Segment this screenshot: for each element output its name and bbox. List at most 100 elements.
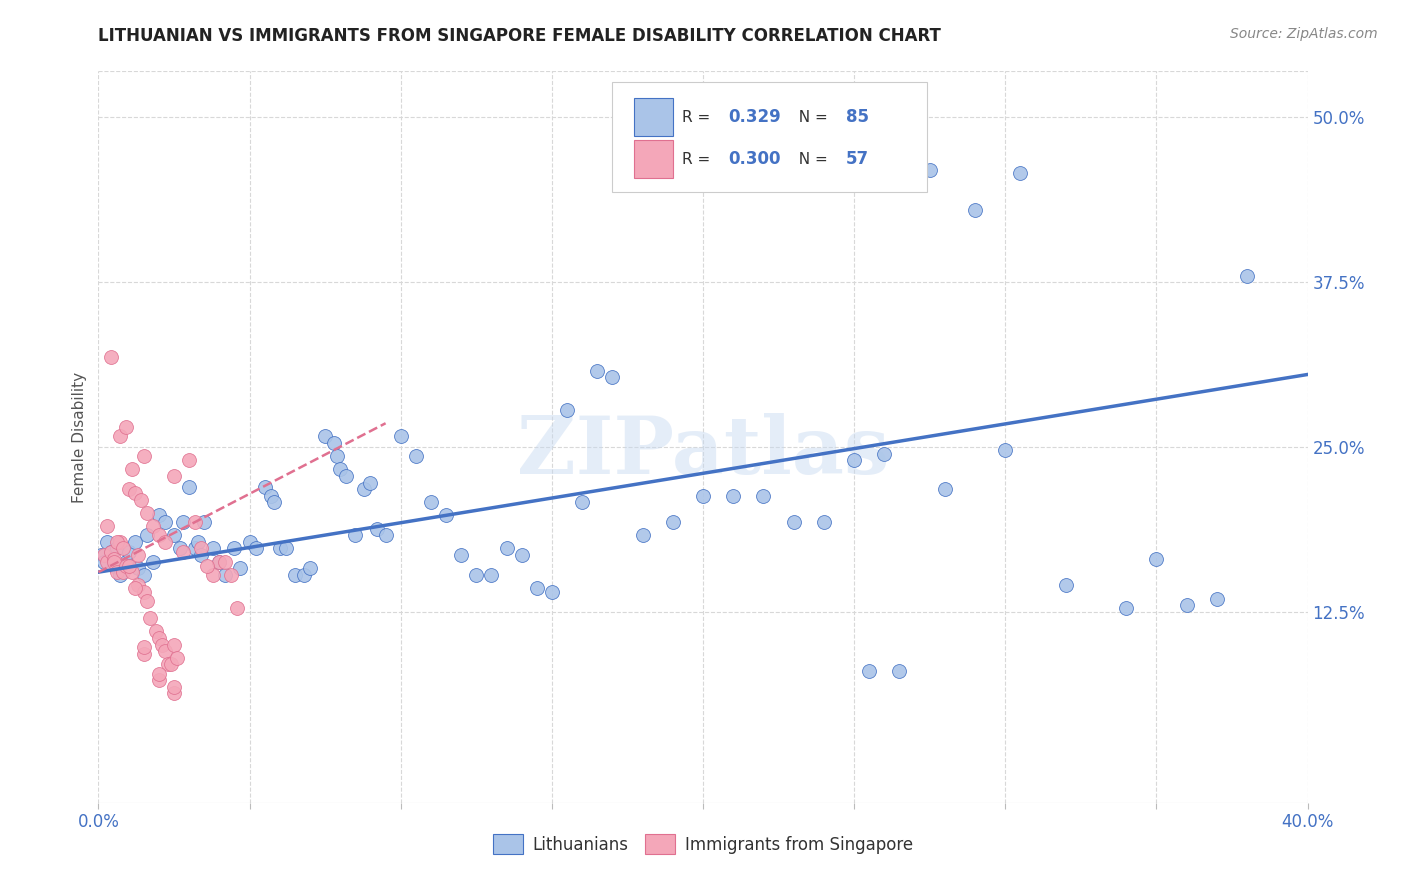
Point [139,611,162,625]
Point [160,657,183,672]
Point [132,585,155,599]
Point [1054,578,1077,592]
Point [96,555,118,569]
Point [156,657,179,672]
Point [224,541,246,556]
Point [148,631,170,645]
Point [326,449,349,463]
Point [135,594,157,608]
Point [571,495,593,509]
Point [858,664,880,678]
Point [145,624,167,639]
Point [148,666,170,681]
Point [1206,591,1229,606]
Point [127,561,149,575]
Point [1010,166,1032,180]
Point [540,585,562,599]
Point [105,541,128,556]
Point [344,528,367,542]
Point [124,581,146,595]
Point [105,565,128,579]
Point [179,479,201,493]
Point [105,534,128,549]
Point [153,644,176,658]
Point [172,515,194,529]
Point [481,567,503,582]
Text: LITHUANIAN VS IMMIGRANTS FROM SINGAPORE FEMALE DISABILITY CORRELATION CHART: LITHUANIAN VS IMMIGRANTS FROM SINGAPORE … [98,27,941,45]
Point [148,673,170,688]
Point [813,515,835,529]
Point [284,567,307,582]
Point [245,541,267,556]
Point [96,534,118,549]
Point [314,429,336,443]
Point [510,548,533,562]
Point [994,442,1017,457]
Point [602,370,624,384]
Point [135,528,157,542]
Point [208,555,231,569]
Point [844,453,866,467]
Point [121,565,143,579]
Text: 0.300: 0.300 [728,150,780,168]
Point [366,522,388,536]
Text: N =: N = [789,152,832,167]
Point [353,482,375,496]
Point [135,506,157,520]
Point [783,515,806,529]
Text: 57: 57 [845,150,869,168]
Point [163,528,186,542]
Point [420,495,443,509]
Point [114,555,136,569]
Point [118,545,141,559]
Point [889,664,911,678]
Point [389,429,412,443]
Point [132,567,155,582]
Point [374,528,396,542]
Point [114,558,136,573]
Point [405,449,427,463]
Point [253,479,276,493]
Text: R =: R = [682,152,716,167]
Text: 0.329: 0.329 [728,109,782,127]
Point [1144,552,1167,566]
Point [103,552,125,566]
Point [96,519,118,533]
Point [187,534,209,549]
Point [153,515,176,529]
Point [93,555,115,569]
Point [323,436,346,450]
Point [190,541,212,556]
Point [118,558,141,573]
Point [124,534,146,549]
Point [229,561,252,575]
Point [299,561,322,575]
Point [335,469,357,483]
Point [918,163,941,178]
Point [103,555,125,569]
Point [214,567,236,582]
Point [163,686,186,700]
Point [132,640,155,655]
Point [631,528,654,542]
Point [692,489,714,503]
Point [450,548,472,562]
Point [723,489,745,503]
FancyBboxPatch shape [613,82,927,192]
Point [202,567,225,582]
Point [190,548,212,562]
Point [169,541,191,556]
FancyBboxPatch shape [634,98,672,136]
Point [1115,600,1137,615]
Point [214,555,236,569]
Point [239,534,262,549]
Point [129,492,152,507]
Point [526,581,548,595]
Point [124,486,146,500]
Text: Source: ZipAtlas.com: Source: ZipAtlas.com [1230,27,1378,41]
Point [163,680,186,694]
Point [142,519,165,533]
Point [184,515,207,529]
Point [221,567,243,582]
Text: R =: R = [682,110,716,125]
